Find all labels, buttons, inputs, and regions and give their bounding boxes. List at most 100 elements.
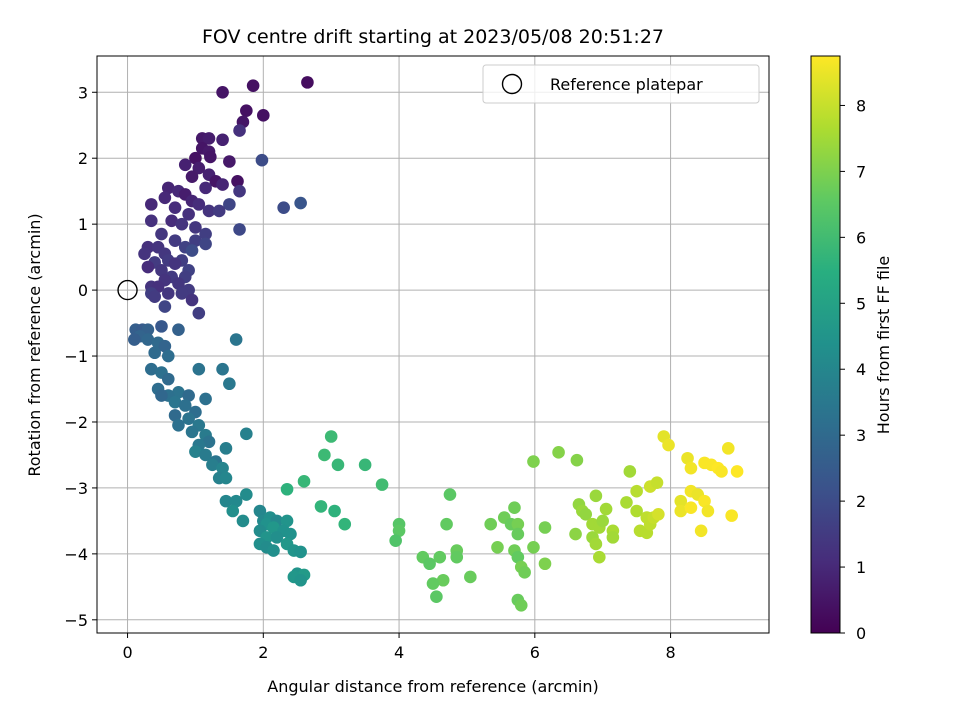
data-point bbox=[620, 496, 633, 509]
data-point bbox=[168, 409, 182, 422]
data-point bbox=[192, 306, 206, 320]
data-point bbox=[204, 150, 217, 164]
data-point bbox=[589, 489, 603, 503]
data-point bbox=[240, 488, 253, 501]
data-point bbox=[338, 517, 352, 531]
data-point bbox=[216, 133, 229, 147]
data-point bbox=[589, 537, 603, 551]
y-tick-label: 0 bbox=[78, 281, 88, 300]
data-point bbox=[158, 191, 172, 205]
data-point bbox=[725, 509, 738, 522]
data-point bbox=[464, 570, 477, 584]
data-point bbox=[314, 500, 328, 513]
data-point bbox=[155, 320, 168, 333]
data-point bbox=[172, 323, 185, 336]
data-point bbox=[389, 534, 402, 547]
data-point bbox=[662, 438, 675, 452]
data-point bbox=[145, 214, 158, 228]
data-point bbox=[138, 247, 151, 261]
data-point bbox=[189, 221, 202, 234]
data-point bbox=[161, 287, 175, 300]
data-point bbox=[128, 333, 141, 346]
data-point bbox=[155, 227, 168, 241]
data-point bbox=[182, 389, 195, 402]
colorbar-tick-label: 6 bbox=[856, 228, 866, 247]
data-point bbox=[189, 445, 202, 458]
data-point bbox=[223, 198, 236, 211]
data-point bbox=[155, 389, 168, 402]
chart-title: FOV centre drift starting at 2023/05/08 … bbox=[202, 26, 664, 48]
data-point bbox=[375, 478, 389, 491]
data-point bbox=[511, 517, 525, 531]
y-tick-label: −4 bbox=[64, 545, 88, 564]
data-point bbox=[701, 504, 715, 518]
y-axis-ticks: −5 −4 −3 −2 −1 0 1 2 3 bbox=[64, 83, 97, 630]
data-point bbox=[155, 264, 168, 277]
data-point bbox=[294, 545, 307, 559]
legend-box bbox=[482, 64, 760, 104]
data-point bbox=[538, 521, 552, 534]
data-point bbox=[606, 531, 620, 544]
data-point bbox=[172, 386, 185, 399]
colorbar-title: Hours from first FF file bbox=[874, 256, 893, 435]
data-point bbox=[430, 590, 443, 604]
data-point bbox=[423, 557, 436, 571]
data-point bbox=[253, 504, 267, 518]
data-point bbox=[189, 234, 202, 247]
data-point bbox=[511, 527, 525, 541]
colorbar-tick-label: 3 bbox=[856, 426, 866, 445]
data-point bbox=[202, 435, 216, 449]
data-point bbox=[229, 333, 243, 346]
data-point bbox=[212, 204, 226, 218]
data-point bbox=[161, 349, 175, 363]
data-point bbox=[202, 132, 216, 145]
data-point bbox=[231, 174, 244, 188]
data-point bbox=[596, 514, 609, 528]
data-point bbox=[175, 217, 189, 231]
data-point bbox=[721, 442, 735, 455]
data-point bbox=[270, 531, 284, 544]
data-point bbox=[199, 181, 212, 195]
data-point bbox=[168, 201, 182, 214]
data-point bbox=[199, 237, 212, 251]
data-point bbox=[440, 517, 453, 531]
data-point bbox=[491, 540, 504, 554]
data-point bbox=[219, 494, 233, 508]
data-point bbox=[240, 104, 253, 118]
data-point bbox=[175, 287, 189, 300]
x-axis-title: Angular distance from reference (arcmin) bbox=[267, 677, 598, 696]
x-tick-label: 6 bbox=[530, 643, 540, 662]
x-tick-label: 2 bbox=[258, 643, 268, 662]
data-point bbox=[570, 453, 584, 467]
y-tick-label: −2 bbox=[64, 413, 88, 432]
data-point bbox=[255, 153, 269, 167]
data-point bbox=[240, 427, 253, 441]
data-point bbox=[684, 501, 698, 515]
data-point bbox=[216, 178, 229, 191]
data-point bbox=[257, 109, 270, 122]
data-point bbox=[199, 227, 212, 241]
data-point bbox=[185, 293, 199, 307]
data-point bbox=[527, 540, 540, 554]
data-point bbox=[294, 196, 307, 210]
data-point bbox=[284, 527, 297, 541]
data-point bbox=[324, 430, 338, 443]
colorbar-tick-label: 0 bbox=[856, 624, 866, 643]
data-point bbox=[674, 504, 688, 518]
data-point bbox=[294, 573, 307, 587]
data-point bbox=[277, 201, 290, 214]
data-point bbox=[426, 577, 440, 590]
colorbar-tick-label: 5 bbox=[856, 294, 866, 313]
data-point bbox=[392, 524, 406, 538]
data-point bbox=[178, 158, 192, 172]
data-point bbox=[168, 234, 182, 247]
y-tick-label: 1 bbox=[78, 215, 88, 234]
data-point bbox=[165, 214, 178, 228]
data-point bbox=[694, 524, 708, 538]
data-point bbox=[630, 504, 643, 518]
data-point bbox=[280, 514, 294, 528]
x-axis-ticks: 0 2 4 6 8 bbox=[122, 633, 676, 662]
plot-frame bbox=[96, 55, 770, 634]
data-point bbox=[223, 155, 236, 168]
data-point bbox=[182, 207, 195, 221]
